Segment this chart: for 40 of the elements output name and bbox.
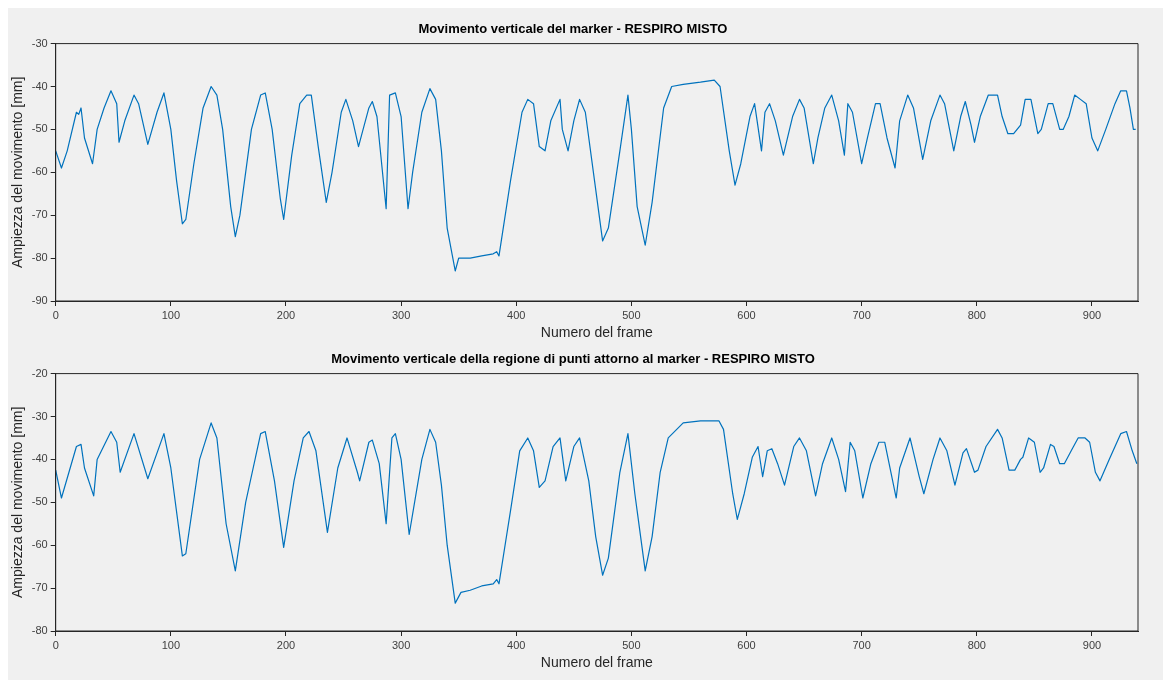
x-tick-label: 800: [967, 638, 986, 651]
y-tick-label: -80: [31, 251, 48, 264]
x-tick-label: 500: [622, 638, 641, 651]
y-tick-label: -70: [31, 581, 48, 594]
x-tick-label: 400: [507, 308, 526, 321]
y-tick-label: -30: [31, 36, 48, 49]
y-tick-label: -60: [31, 165, 48, 178]
x-tick-label: 600: [737, 638, 756, 651]
x-tick-label: 200: [276, 638, 296, 651]
x-tick-label: 300: [391, 638, 411, 651]
x-axis-title: Numero del frame: [540, 324, 654, 341]
y-tick-label: -60: [31, 538, 48, 551]
x-tick-label: 0: [52, 638, 59, 651]
chart-title: Movimento verticale del marker - RESPIRO MISTO: [418, 21, 728, 37]
x-tick-label: 700: [852, 308, 871, 321]
y-tick-label: -50: [31, 495, 48, 508]
x-tick-label: 500: [622, 308, 641, 321]
x-axis-title: Numero del frame: [540, 654, 654, 671]
x-tick-label: 300: [391, 308, 411, 321]
x-tick-label: 200: [276, 308, 296, 321]
y-tick-label: -70: [31, 208, 48, 221]
y-tick-label: -30: [31, 409, 48, 422]
x-tick-label: 900: [1082, 638, 1102, 651]
chart-title: Movimento verticale della regione di punti attorno al marker - RESPIRO MISTO: [331, 351, 815, 367]
y-axis-title: Ampiezza del movimento [mm]: [9, 406, 26, 598]
y-tick-label: -20: [31, 366, 48, 379]
y-tick-label: -40: [31, 79, 48, 92]
x-tick-label: 100: [161, 638, 181, 651]
x-tick-label: 0: [52, 308, 59, 321]
x-tick-label: 600: [737, 308, 756, 321]
x-tick-label: 800: [967, 308, 986, 321]
x-tick-label: 100: [161, 308, 181, 321]
x-tick-label: 400: [507, 638, 526, 651]
y-tick-label: -90: [31, 294, 48, 307]
y-tick-label: -80: [31, 624, 48, 637]
y-tick-label: -40: [31, 452, 48, 465]
x-tick-label: 700: [852, 638, 871, 651]
y-tick-label: -50: [31, 122, 48, 135]
x-tick-label: 900: [1082, 308, 1102, 321]
y-axis-title: Ampiezza del movimento [mm]: [9, 76, 26, 268]
